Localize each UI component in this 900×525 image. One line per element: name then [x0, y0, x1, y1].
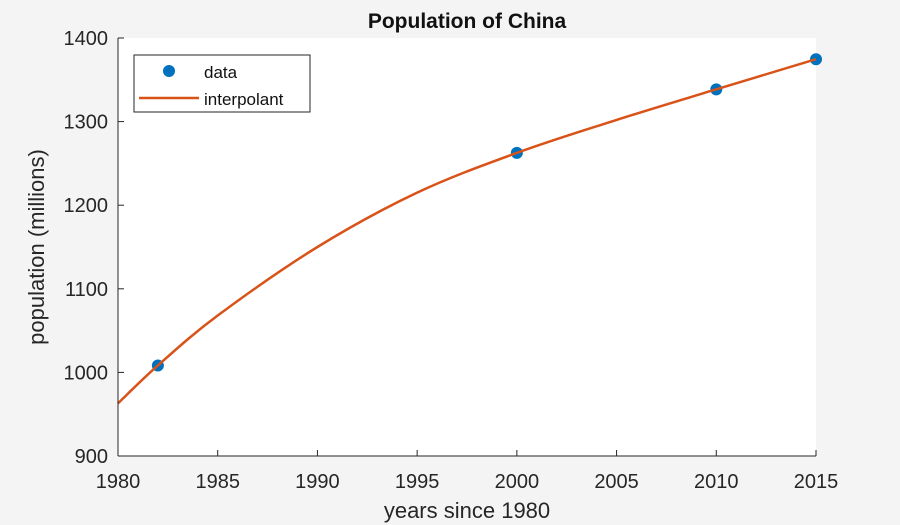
- legend-data-label: data: [204, 63, 238, 82]
- x-tick-label: 1990: [295, 471, 340, 493]
- y-tick-label: 1100: [65, 279, 108, 301]
- x-tick-label: 2000: [495, 471, 540, 493]
- y-axis-label: population (millions): [24, 149, 49, 345]
- y-tick-label: 900: [75, 446, 108, 468]
- y-tick-label: 1000: [64, 362, 109, 384]
- x-tick-label: 1980: [96, 471, 141, 493]
- chart-title: Population of China: [368, 10, 567, 33]
- x-tick-label: 2015: [794, 471, 839, 493]
- y-tick-label: 1300: [64, 112, 109, 134]
- legend-box: [133, 54, 311, 113]
- x-axis-ticks: 1980 1985 1990 1995 2000 2005 2010 2015: [96, 450, 839, 493]
- chart-marks: [117, 53, 822, 405]
- x-axis-label: years since 1980: [384, 498, 550, 523]
- x-tick-label: 1995: [395, 471, 440, 493]
- x-tick-label: 2010: [694, 471, 739, 493]
- legend-data-marker: [163, 65, 175, 77]
- x-tick-label: 2005: [594, 471, 639, 493]
- y-axis-ticks: 900 1000 1100 1200 1300 1400: [64, 28, 124, 468]
- interpolant-line: [117, 58, 817, 405]
- axes-frame: [117, 38, 816, 457]
- y-tick-label: 1400: [64, 28, 109, 50]
- legend-interpolant-label: interpolant: [204, 90, 284, 109]
- legend: data interpolant: [133, 54, 311, 113]
- y-tick-label: 1200: [64, 195, 109, 217]
- x-tick-label: 1985: [195, 471, 240, 493]
